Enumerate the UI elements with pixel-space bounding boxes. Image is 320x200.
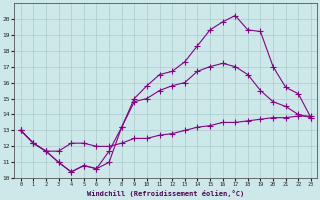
X-axis label: Windchill (Refroidissement éolien,°C): Windchill (Refroidissement éolien,°C) — [87, 190, 244, 197]
